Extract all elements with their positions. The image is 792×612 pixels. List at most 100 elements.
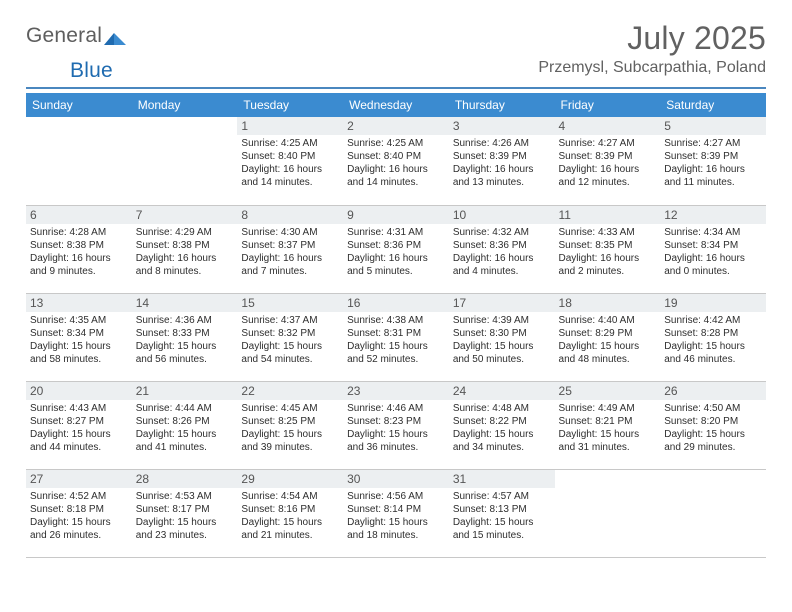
day-number: 10	[449, 206, 555, 224]
day-details: Sunrise: 4:34 AMSunset: 8:34 PMDaylight:…	[660, 224, 766, 280]
day-sunset: Sunset: 8:27 PM	[30, 415, 128, 428]
day-sunset: Sunset: 8:30 PM	[453, 327, 551, 340]
day-dl2: and 44 minutes.	[30, 441, 128, 454]
calendar-week-row: 13Sunrise: 4:35 AMSunset: 8:34 PMDayligh…	[26, 293, 766, 381]
day-sunset: Sunset: 8:20 PM	[664, 415, 762, 428]
calendar-day-cell: 12Sunrise: 4:34 AMSunset: 8:34 PMDayligh…	[660, 205, 766, 293]
day-sunset: Sunset: 8:39 PM	[559, 150, 657, 163]
weekday-header: Wednesday	[343, 93, 449, 117]
header-rule	[26, 87, 766, 89]
day-dl2: and 14 minutes.	[241, 176, 339, 189]
day-dl1: Daylight: 16 hours	[30, 252, 128, 265]
day-sunset: Sunset: 8:21 PM	[559, 415, 657, 428]
day-number: 11	[555, 206, 661, 224]
day-details: Sunrise: 4:54 AMSunset: 8:16 PMDaylight:…	[237, 488, 343, 544]
day-dl2: and 8 minutes.	[136, 265, 234, 278]
day-dl1: Daylight: 16 hours	[559, 163, 657, 176]
calendar-day-cell: 9Sunrise: 4:31 AMSunset: 8:36 PMDaylight…	[343, 205, 449, 293]
month-title: July 2025	[538, 20, 766, 57]
calendar-day-cell: 8Sunrise: 4:30 AMSunset: 8:37 PMDaylight…	[237, 205, 343, 293]
day-sunset: Sunset: 8:31 PM	[347, 327, 445, 340]
day-details: Sunrise: 4:52 AMSunset: 8:18 PMDaylight:…	[26, 488, 132, 544]
day-dl2: and 41 minutes.	[136, 441, 234, 454]
day-sunset: Sunset: 8:37 PM	[241, 239, 339, 252]
day-dl2: and 34 minutes.	[453, 441, 551, 454]
day-sunrise: Sunrise: 4:42 AM	[664, 314, 762, 327]
day-dl2: and 23 minutes.	[136, 529, 234, 542]
day-sunset: Sunset: 8:25 PM	[241, 415, 339, 428]
day-details: Sunrise: 4:43 AMSunset: 8:27 PMDaylight:…	[26, 400, 132, 456]
day-sunset: Sunset: 8:38 PM	[136, 239, 234, 252]
day-sunrise: Sunrise: 4:30 AM	[241, 226, 339, 239]
day-dl2: and 14 minutes.	[347, 176, 445, 189]
day-dl1: Daylight: 15 hours	[453, 428, 551, 441]
day-dl1: Daylight: 15 hours	[30, 516, 128, 529]
day-sunrise: Sunrise: 4:53 AM	[136, 490, 234, 503]
calendar-day-cell: .	[26, 117, 132, 205]
day-sunset: Sunset: 8:35 PM	[559, 239, 657, 252]
day-sunrise: Sunrise: 4:25 AM	[241, 137, 339, 150]
day-dl1: Daylight: 16 hours	[453, 163, 551, 176]
day-dl2: and 18 minutes.	[347, 529, 445, 542]
calendar-day-cell: 7Sunrise: 4:29 AMSunset: 8:38 PMDaylight…	[132, 205, 238, 293]
day-dl2: and 5 minutes.	[347, 265, 445, 278]
weekday-header: Friday	[555, 93, 661, 117]
day-dl2: and 12 minutes.	[559, 176, 657, 189]
day-dl2: and 11 minutes.	[664, 176, 762, 189]
day-number: 23	[343, 382, 449, 400]
day-dl2: and 56 minutes.	[136, 353, 234, 366]
day-dl1: Daylight: 16 hours	[347, 163, 445, 176]
day-sunrise: Sunrise: 4:40 AM	[559, 314, 657, 327]
day-sunrise: Sunrise: 4:52 AM	[30, 490, 128, 503]
calendar-day-cell: .	[132, 117, 238, 205]
calendar-day-cell: 16Sunrise: 4:38 AMSunset: 8:31 PMDayligh…	[343, 293, 449, 381]
day-details: Sunrise: 4:48 AMSunset: 8:22 PMDaylight:…	[449, 400, 555, 456]
day-dl1: Daylight: 15 hours	[30, 340, 128, 353]
day-dl1: Daylight: 16 hours	[559, 252, 657, 265]
day-details: Sunrise: 4:38 AMSunset: 8:31 PMDaylight:…	[343, 312, 449, 368]
day-dl2: and 50 minutes.	[453, 353, 551, 366]
logo: General	[26, 20, 128, 48]
calendar-day-cell: 31Sunrise: 4:57 AMSunset: 8:13 PMDayligh…	[449, 469, 555, 557]
calendar-day-cell: 27Sunrise: 4:52 AMSunset: 8:18 PMDayligh…	[26, 469, 132, 557]
day-number: 31	[449, 470, 555, 488]
day-sunrise: Sunrise: 4:34 AM	[664, 226, 762, 239]
day-sunrise: Sunrise: 4:50 AM	[664, 402, 762, 415]
weekday-header: Tuesday	[237, 93, 343, 117]
day-sunset: Sunset: 8:34 PM	[664, 239, 762, 252]
day-sunrise: Sunrise: 4:38 AM	[347, 314, 445, 327]
day-sunrise: Sunrise: 4:57 AM	[453, 490, 551, 503]
day-dl2: and 21 minutes.	[241, 529, 339, 542]
day-number: 24	[449, 382, 555, 400]
day-dl2: and 39 minutes.	[241, 441, 339, 454]
day-details: Sunrise: 4:50 AMSunset: 8:20 PMDaylight:…	[660, 400, 766, 456]
day-dl1: Daylight: 15 hours	[453, 516, 551, 529]
calendar-day-cell: 22Sunrise: 4:45 AMSunset: 8:25 PMDayligh…	[237, 381, 343, 469]
day-dl2: and 9 minutes.	[30, 265, 128, 278]
day-dl1: Daylight: 15 hours	[347, 340, 445, 353]
day-sunrise: Sunrise: 4:56 AM	[347, 490, 445, 503]
calendar-day-cell: 14Sunrise: 4:36 AMSunset: 8:33 PMDayligh…	[132, 293, 238, 381]
day-details: Sunrise: 4:57 AMSunset: 8:13 PMDaylight:…	[449, 488, 555, 544]
day-sunset: Sunset: 8:39 PM	[664, 150, 762, 163]
logo-word2: Blue	[70, 59, 113, 82]
day-dl2: and 26 minutes.	[30, 529, 128, 542]
day-number: 19	[660, 294, 766, 312]
calendar-day-cell: 25Sunrise: 4:49 AMSunset: 8:21 PMDayligh…	[555, 381, 661, 469]
day-dl1: Daylight: 15 hours	[241, 428, 339, 441]
calendar-day-cell: 29Sunrise: 4:54 AMSunset: 8:16 PMDayligh…	[237, 469, 343, 557]
day-dl2: and 2 minutes.	[559, 265, 657, 278]
day-dl1: Daylight: 15 hours	[347, 516, 445, 529]
day-sunset: Sunset: 8:39 PM	[453, 150, 551, 163]
day-number: 26	[660, 382, 766, 400]
day-dl1: Daylight: 15 hours	[136, 340, 234, 353]
day-sunset: Sunset: 8:40 PM	[347, 150, 445, 163]
day-dl2: and 54 minutes.	[241, 353, 339, 366]
calendar-week-row: 20Sunrise: 4:43 AMSunset: 8:27 PMDayligh…	[26, 381, 766, 469]
weekday-header: Saturday	[660, 93, 766, 117]
day-sunrise: Sunrise: 4:31 AM	[347, 226, 445, 239]
day-dl2: and 48 minutes.	[559, 353, 657, 366]
calendar-day-cell: 15Sunrise: 4:37 AMSunset: 8:32 PMDayligh…	[237, 293, 343, 381]
day-number: 8	[237, 206, 343, 224]
calendar-day-cell: 18Sunrise: 4:40 AMSunset: 8:29 PMDayligh…	[555, 293, 661, 381]
